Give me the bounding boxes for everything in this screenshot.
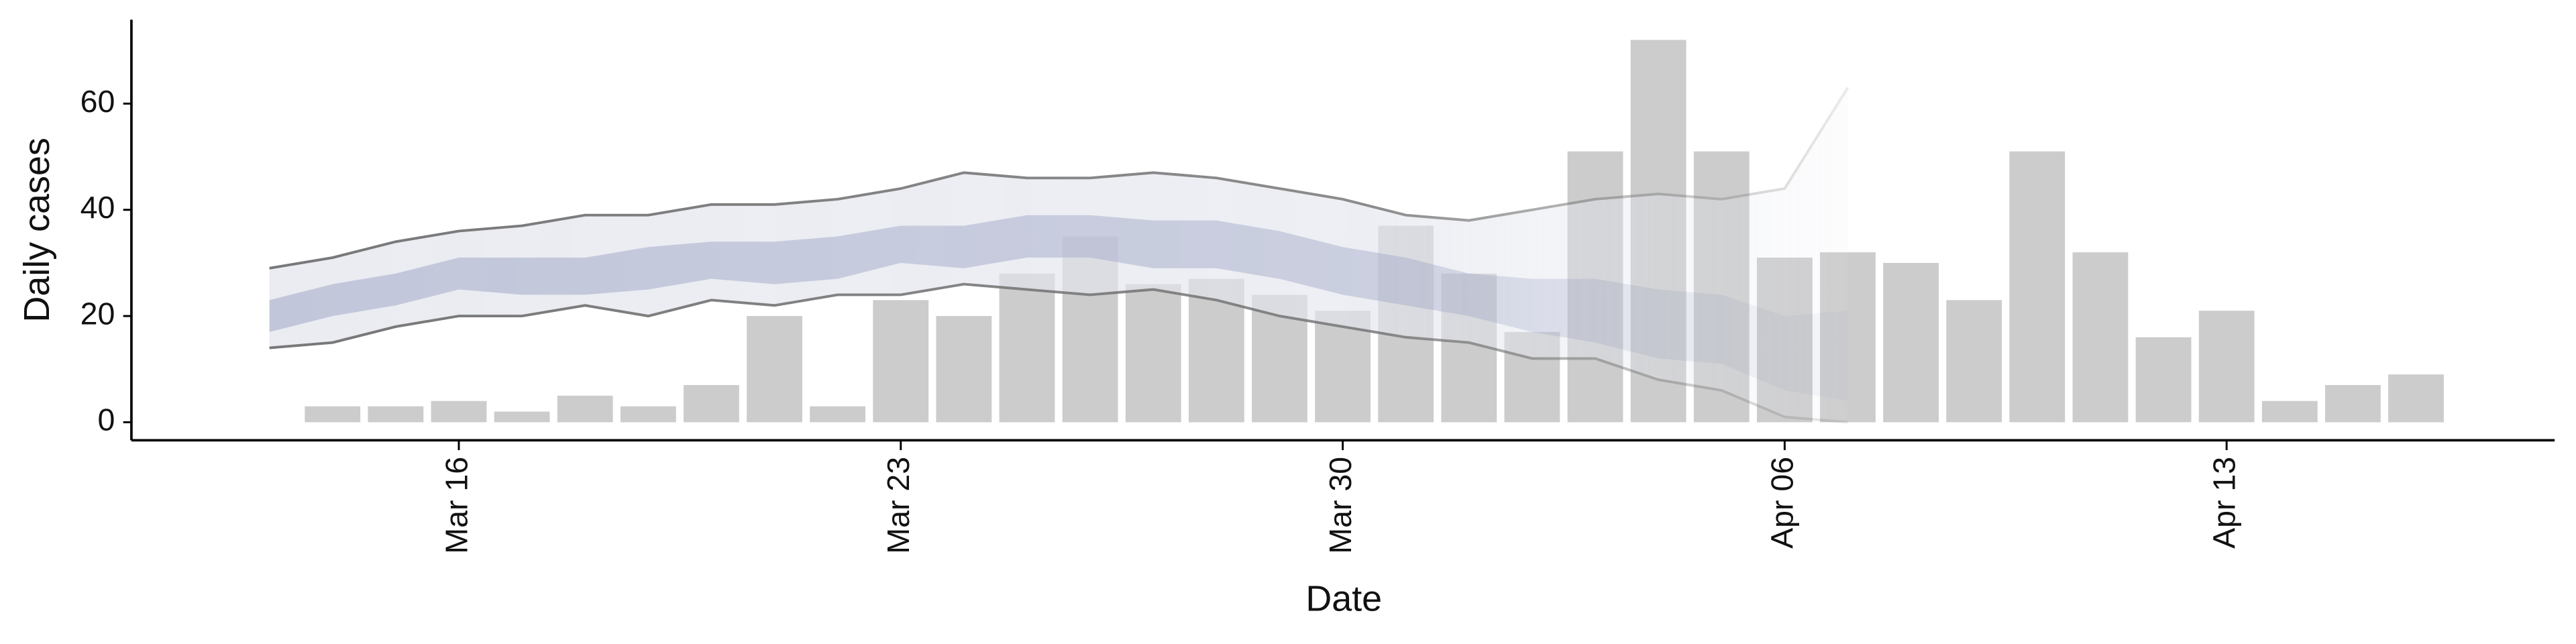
y-tick-label: 40 (80, 190, 115, 225)
bar (494, 411, 550, 423)
x-tick-label: Mar 16 (439, 457, 474, 554)
bar (431, 400, 487, 423)
bar (747, 316, 802, 423)
band-line (269, 282, 1848, 424)
bar (2261, 400, 2318, 423)
forecast (269, 87, 1849, 424)
y-tick-label: 60 (80, 84, 115, 119)
bar (1125, 284, 1181, 423)
bar (873, 300, 929, 423)
x-tick-label: Mar 30 (1323, 457, 1358, 554)
band-line (269, 87, 1849, 270)
bar (305, 406, 361, 423)
x-tick-label: Apr 06 (1765, 457, 1800, 549)
bar (2388, 374, 2444, 423)
bar (2135, 337, 2192, 423)
bar (684, 385, 739, 423)
bar (557, 395, 613, 423)
x-tick-label: Apr 13 (2206, 457, 2241, 549)
bar (2198, 311, 2255, 423)
bar (999, 273, 1055, 423)
band (269, 215, 1848, 401)
bar (620, 406, 676, 423)
y-tick-label: 20 (80, 296, 115, 331)
bar (936, 316, 992, 423)
x-axis-title: Date (1305, 579, 1382, 619)
bar (1883, 262, 1939, 423)
x-tick-label: Mar 23 (881, 457, 916, 554)
bar (2009, 151, 2065, 423)
bar (2324, 385, 2381, 423)
y-axis-title: Daily cases (17, 138, 57, 322)
bar (368, 406, 424, 423)
bar (2072, 252, 2129, 423)
y-tick-label: 0 (98, 402, 115, 437)
bar (810, 406, 866, 423)
bar (1946, 300, 2002, 423)
